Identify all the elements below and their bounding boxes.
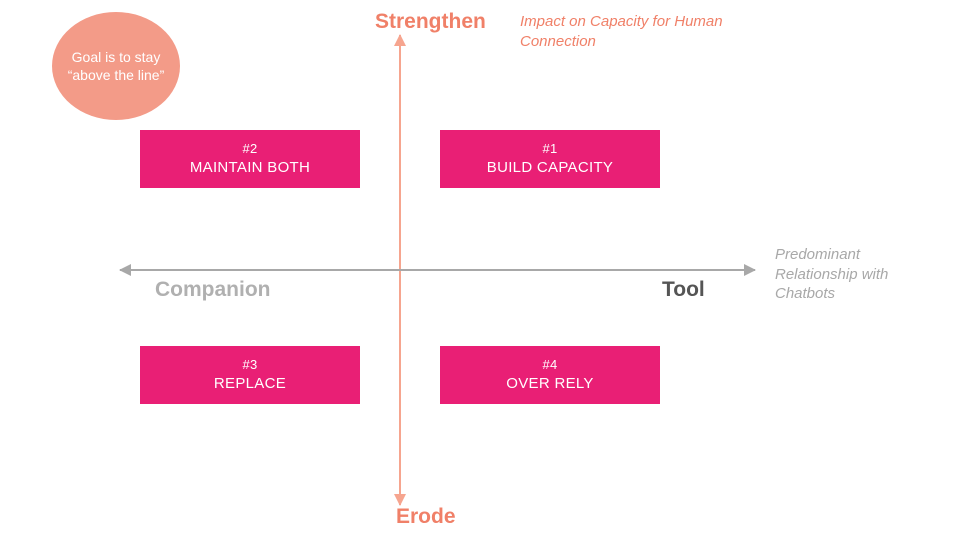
- horizontal-axis: [120, 269, 755, 271]
- quadrant-over-rely: #4 OVER RELY: [440, 346, 660, 404]
- quadrant-number: #1: [542, 141, 557, 158]
- quadrant-replace: #3 REPLACE: [140, 346, 360, 404]
- horizontal-axis-description: Predominant Relationship with Chatbots: [775, 245, 945, 304]
- quadrant-label: BUILD CAPACITY: [487, 158, 613, 178]
- quadrant-number: #3: [242, 357, 257, 374]
- vertical-axis-top-label: Strengthen: [375, 10, 486, 34]
- horizontal-axis-left-label: Companion: [155, 278, 271, 302]
- quadrant-label: OVER RELY: [506, 374, 593, 394]
- vertical-axis-description: Impact on Capacity for Human Connection: [520, 12, 740, 51]
- quadrant-maintain-both: #2 MAINTAIN BOTH: [140, 130, 360, 188]
- horizontal-axis-right-label: Tool: [662, 278, 705, 302]
- quadrant-number: #4: [542, 357, 557, 374]
- goal-badge-text: Goal is to stay “above the line”: [62, 48, 170, 84]
- vertical-axis-bottom-label: Erode: [396, 505, 456, 529]
- quadrant-build-capacity: #1 BUILD CAPACITY: [440, 130, 660, 188]
- quadrant-label: MAINTAIN BOTH: [190, 158, 310, 178]
- goal-badge: Goal is to stay “above the line”: [52, 12, 180, 120]
- quadrant-number: #2: [242, 141, 257, 158]
- quadrant-label: REPLACE: [214, 374, 286, 394]
